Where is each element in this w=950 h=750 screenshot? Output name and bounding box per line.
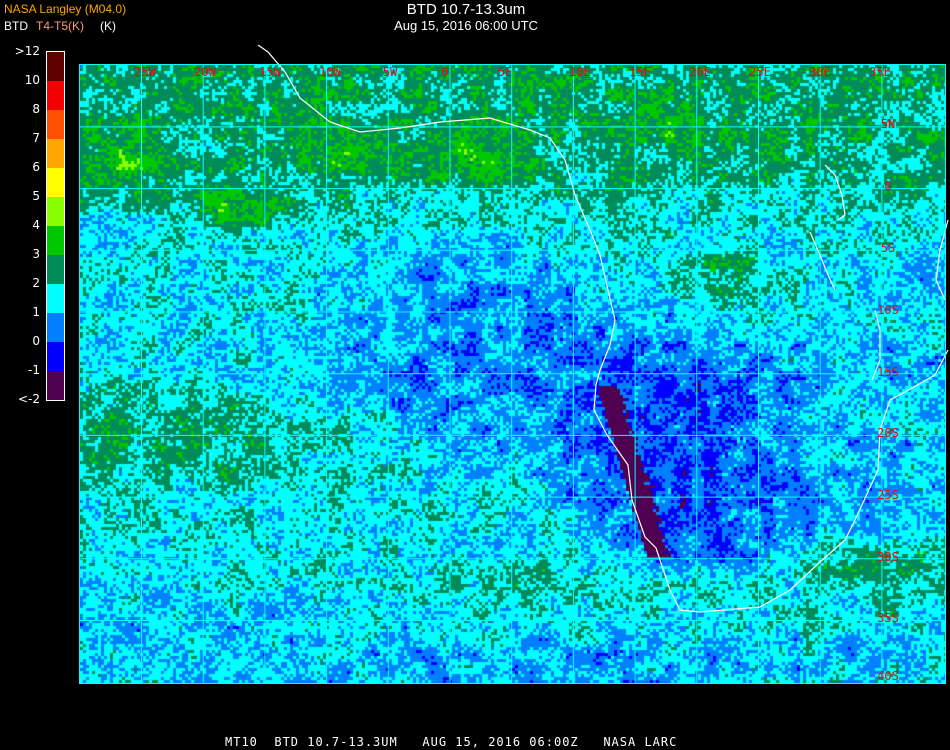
latitude-label: 10S: [877, 303, 899, 317]
latitude-label: 5N: [881, 117, 895, 131]
colorbar-segment: [47, 342, 64, 371]
map-frame: [79, 64, 946, 684]
footer-caption: MT10 BTD 10.7-13.3UM AUG 15, 2016 06:00Z…: [225, 735, 678, 749]
image-timestamp: Aug 15, 2016 06:00 UTC: [394, 18, 538, 33]
latitude-label: 20S: [877, 426, 899, 440]
colorbar-tick-label: 6: [32, 160, 40, 174]
longitude-label: 20E: [689, 65, 711, 79]
longitude-label: 15W: [259, 65, 281, 79]
colorbar-tick-label: 8: [32, 102, 40, 116]
longitude-label: 35E: [869, 65, 891, 79]
colorbar-segment: [47, 81, 64, 110]
colorbar-tick-label: 10: [24, 73, 40, 87]
colorbar-tick-label: 4: [32, 218, 40, 232]
longitude-label: 15E: [629, 65, 651, 79]
longitude-label: 30E: [809, 65, 831, 79]
latitude-label: 30S: [877, 550, 899, 564]
latitude-label: 40S: [877, 669, 899, 683]
colorbar-segment: [47, 371, 64, 400]
colorbar-tick-label: 1: [32, 305, 40, 319]
longitude-label: 10W: [319, 65, 341, 79]
longitude-label: 10E: [569, 65, 591, 79]
colorbar-segment: [47, 255, 64, 284]
colorbar-tick-label: -1: [28, 363, 40, 377]
colorbar-segment: [47, 313, 64, 342]
legend-title: BTD: [4, 19, 28, 33]
longitude-label: 25E: [749, 65, 771, 79]
colorbar-tick-label: 0: [32, 334, 40, 348]
latitude-label: 0: [884, 179, 891, 193]
colorbar-tick-label: <-2: [17, 392, 40, 406]
lake-shoreline: [809, 231, 836, 291]
credit-label: NASA Langley (M04.0): [4, 2, 127, 16]
colorbar-segment: [47, 197, 64, 226]
colorbar-tick-label: >12: [14, 44, 40, 58]
colorbar-segment: [47, 284, 64, 313]
legend-units: T4-T5(K): [36, 19, 84, 33]
colorbar-segment: [47, 168, 64, 197]
lake-shoreline: [824, 164, 846, 221]
latitude-label: 35S: [877, 611, 899, 625]
longitude-label: 5E: [498, 65, 512, 79]
lake-shoreline: [871, 309, 881, 381]
longitude-label: 0: [441, 65, 448, 79]
colorbar-tick-label: 5: [32, 189, 40, 203]
colorbar-segment: [47, 226, 64, 255]
latitude-label: 5S: [881, 241, 895, 255]
legend-units-overlay: (K): [100, 19, 116, 33]
colorbar-segment: [47, 139, 64, 168]
longitude-label: 5W: [383, 65, 398, 79]
longitude-label: 20W: [194, 65, 216, 79]
colorbar-segment: [47, 110, 64, 139]
east-coastline: [935, 219, 949, 301]
longitude-label: 25W: [134, 65, 156, 79]
colorbar-tick-label: 2: [32, 276, 40, 290]
africa-coastline: [257, 44, 949, 613]
latitude-label: 25S: [877, 488, 899, 502]
colorbar: [46, 51, 65, 401]
colorbar-segment: [47, 52, 64, 81]
latitude-label: 15S: [877, 365, 899, 379]
colorbar-tick-label: 3: [32, 247, 40, 261]
colorbar-tick-label: 7: [32, 131, 40, 145]
image-title: BTD 10.7-13.3um: [406, 1, 526, 18]
